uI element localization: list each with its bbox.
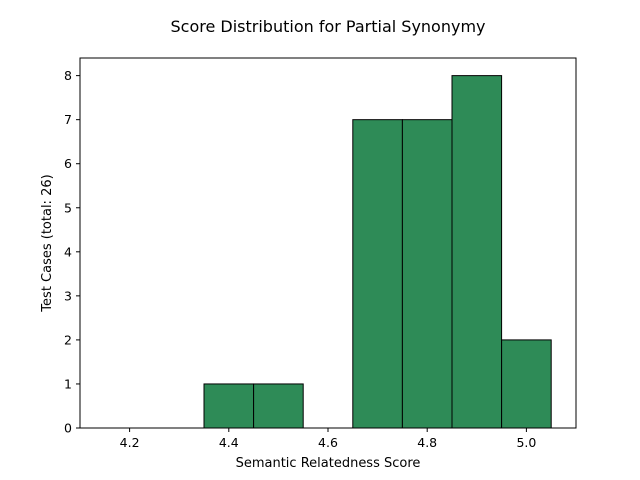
x-axis-label: Semantic Relatedness Score (236, 456, 421, 471)
y-tick-label: 7 (64, 112, 72, 127)
bar-5 (501, 339, 552, 429)
x-tick-label: 4.6 (318, 435, 338, 450)
bar-2 (352, 119, 403, 429)
y-axis-label: Test Cases (total: 26) (40, 174, 55, 312)
y-tick-label: 3 (64, 288, 72, 303)
bar-0 (203, 383, 255, 429)
y-tick-label: 4 (64, 244, 72, 259)
y-tick-label: 2 (64, 332, 72, 347)
y-tick-label: 0 (64, 421, 72, 436)
bars-group (203, 75, 552, 429)
x-tick-label: 4.8 (417, 435, 437, 450)
x-tick-label: 4.4 (219, 435, 239, 450)
bar-4 (451, 75, 503, 429)
x-tick-label: 4.2 (120, 435, 140, 450)
x-axis: 4.2 4.4 4.6 4.8 5.0 (120, 428, 536, 450)
y-axis: 0 1 2 3 4 5 6 7 8 (64, 68, 80, 436)
y-tick-label: 1 (64, 376, 72, 391)
y-tick-label: 6 (64, 156, 72, 171)
bar-1 (253, 383, 304, 429)
bar-3 (401, 119, 453, 429)
y-tick-label: 8 (64, 68, 72, 83)
chart-title: Score Distribution for Partial Synonymy (171, 17, 486, 36)
y-tick-label: 5 (64, 200, 72, 215)
x-tick-label: 5.0 (516, 435, 536, 450)
